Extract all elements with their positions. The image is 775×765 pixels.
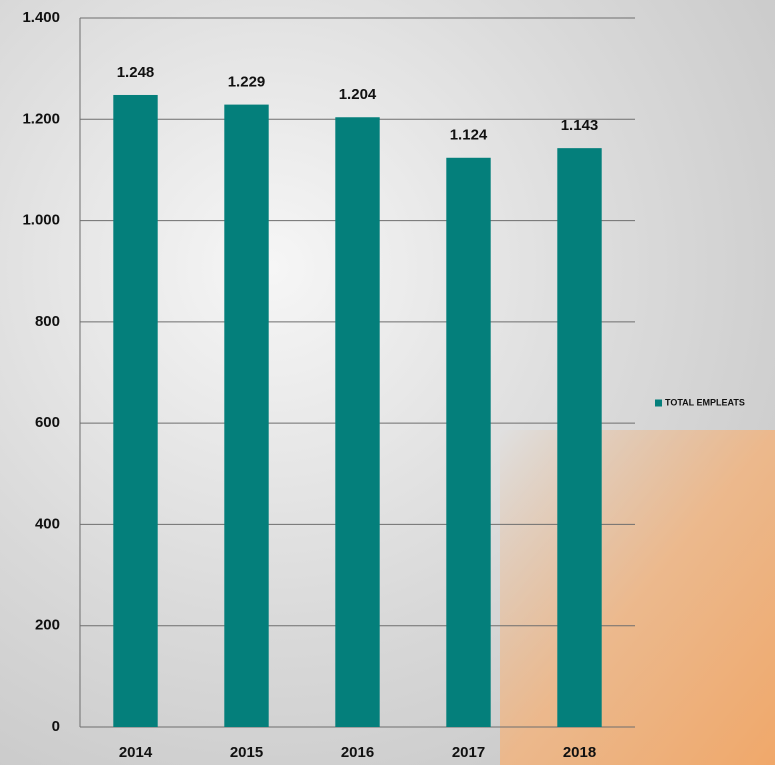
x-tick-label: 2016: [341, 744, 374, 761]
value-label: 1.229: [228, 74, 266, 91]
x-tick-label: 2014: [119, 744, 153, 761]
x-tick-label: 2018: [563, 744, 596, 761]
bar: [446, 158, 490, 727]
bar: [113, 95, 157, 727]
y-tick-label: 1.400: [22, 9, 60, 26]
bar: [335, 117, 379, 727]
x-tick-label: 2017: [452, 744, 485, 761]
y-tick-label: 0: [52, 718, 60, 735]
y-tick-label: 400: [35, 515, 60, 532]
y-tick-label: 1.000: [22, 212, 60, 229]
legend-label: TOTAL EMPLEATS: [665, 397, 745, 407]
bar: [557, 148, 601, 727]
x-tick-label: 2015: [230, 744, 263, 761]
y-tick-label: 200: [35, 617, 60, 634]
page: 0 200 400 600 800 1.000 1.200 1.400 2014 2015 2016…: [0, 0, 775, 765]
y-tick-label: 800: [35, 313, 60, 330]
value-label: 1.248: [117, 64, 155, 81]
value-label: 1.204: [339, 86, 377, 103]
value-label: 1.124: [450, 127, 488, 144]
bar: [224, 105, 268, 727]
y-tick-label: 1.200: [22, 110, 60, 127]
value-label: 1.143: [561, 117, 599, 134]
y-tick-label: 600: [35, 414, 60, 431]
legend-swatch: [655, 400, 662, 407]
chart: 0 200 400 600 800 1.000 1.200 1.400 2014 2015 2016…: [0, 0, 775, 765]
background-accent: [500, 430, 775, 765]
